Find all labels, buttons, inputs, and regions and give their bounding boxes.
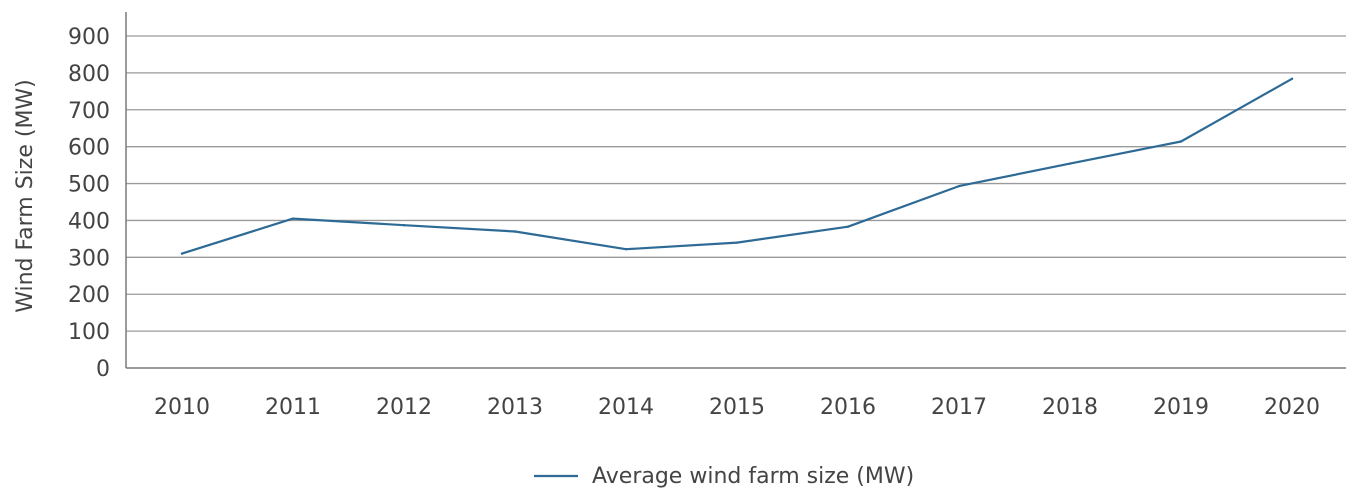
data-point-2012	[402, 224, 406, 227]
y-tick-label-200: 200	[68, 283, 110, 308]
data-point-2019	[1179, 140, 1183, 143]
data-point-2014	[624, 248, 628, 251]
series-lines	[180, 77, 1294, 255]
data-point-2020	[1290, 77, 1294, 80]
x-tick-label-2016: 2016	[820, 395, 876, 420]
y-tick-label-0: 0	[96, 357, 110, 382]
x-tick-label-2015: 2015	[709, 395, 765, 420]
y-tick-labels: 0 100 200 300 400 500 600 700 800 900	[68, 25, 110, 382]
data-point-2017	[957, 184, 961, 188]
x-tick-label-2018: 2018	[1042, 395, 1098, 420]
data-point-2015	[735, 241, 739, 244]
x-tick-label-2014: 2014	[598, 395, 654, 420]
data-point-2018	[1068, 162, 1072, 165]
axes	[125, 12, 1346, 369]
y-tick-label-700: 700	[68, 99, 110, 124]
y-tick-label-600: 600	[68, 136, 110, 161]
legend: Average wind farm size (MW)	[534, 464, 914, 488]
y-tick-label-500: 500	[68, 173, 110, 198]
y-tick-label-400: 400	[68, 209, 110, 234]
x-tick-label-2019: 2019	[1153, 395, 1209, 420]
x-tick-labels: 2010 2011 2012 2013 2014 2015 2016 2017 2018 2019…	[154, 395, 1320, 420]
data-point-2013	[513, 230, 517, 233]
y-tick-label-100: 100	[68, 320, 110, 345]
data-point-2011	[291, 217, 295, 220]
x-tick-label-2010: 2010	[154, 395, 210, 420]
y-tick-label-800: 800	[68, 62, 110, 87]
x-tick-label-2020: 2020	[1264, 395, 1320, 420]
y-tick-label-900: 900	[68, 25, 110, 50]
series-line-0	[180, 77, 1294, 255]
y-axis-title: Wind Farm Size (MW)	[13, 79, 38, 313]
x-tick-label-2012: 2012	[376, 395, 432, 420]
legend-label-series-0: Average wind farm size (MW)	[592, 464, 914, 488]
grid-lines	[126, 35, 1346, 332]
x-tick-label-2017: 2017	[931, 395, 987, 420]
y-tick-label-300: 300	[68, 246, 110, 271]
data-point-2016	[846, 225, 850, 228]
x-tick-label-2013: 2013	[487, 395, 543, 420]
x-tick-label-2011: 2011	[265, 395, 321, 420]
data-point-2010	[180, 252, 184, 255]
